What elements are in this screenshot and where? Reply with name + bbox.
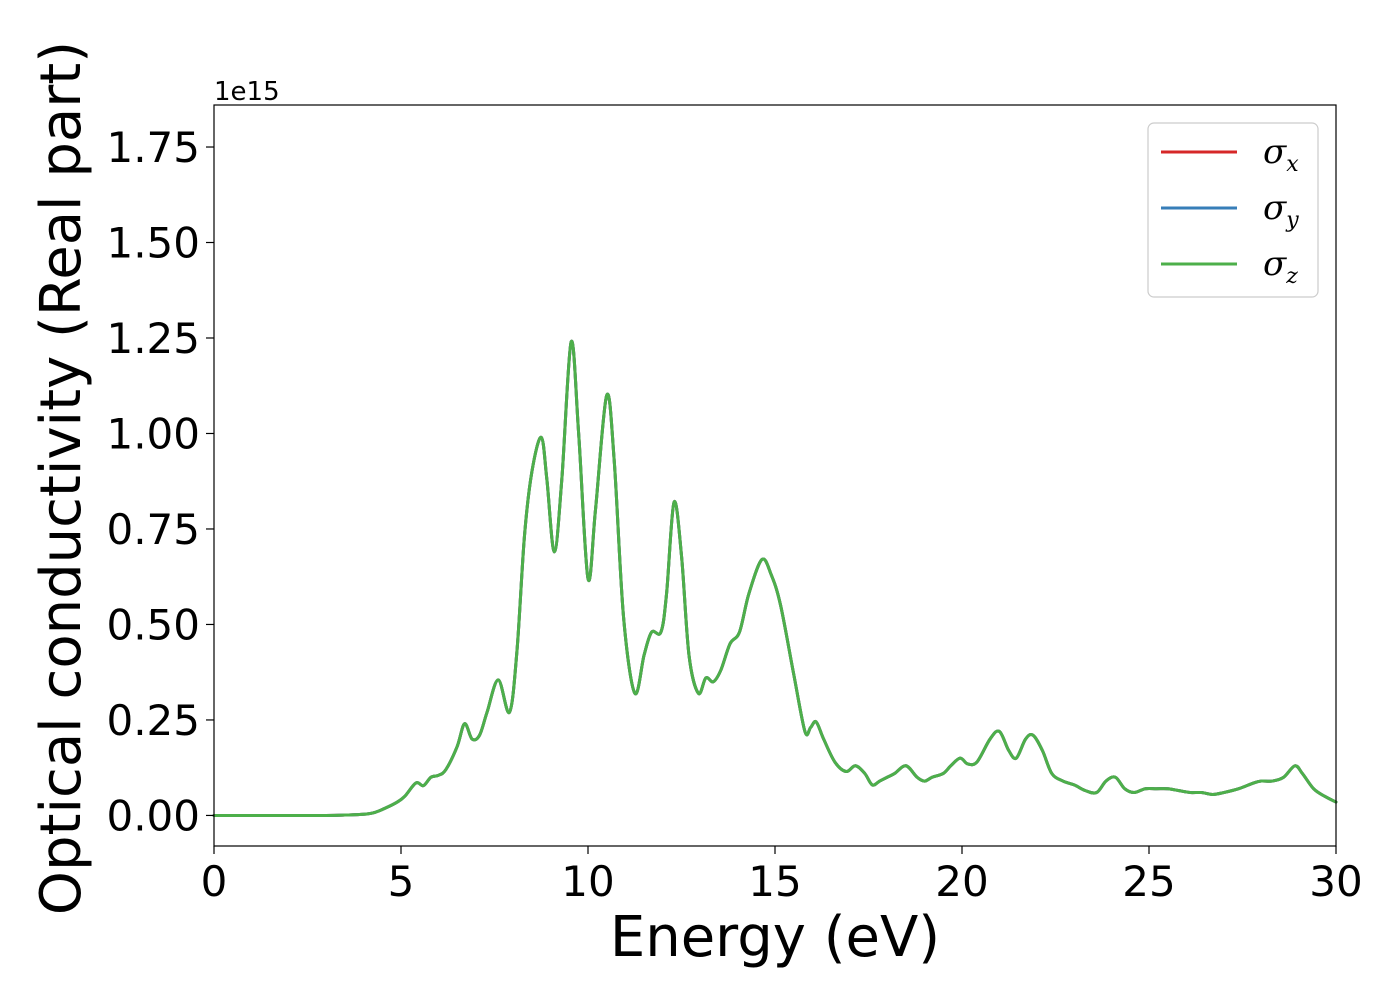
legend-label-z: σz: [1263, 244, 1298, 289]
y-tick-label: 1.75: [106, 123, 200, 172]
series-line-y: [212, 339, 1338, 817]
y-axis-ticks: 0.00 0.25 0.50 0.75 1.00 1.25 1.50 1.75: [106, 123, 214, 840]
y-tick-label: 0.50: [106, 600, 200, 649]
series-line-x: [212, 339, 1338, 817]
x-tick-label: 30: [1309, 857, 1362, 906]
y-tick-label: 0.25: [106, 696, 200, 745]
series-line-z: [212, 339, 1338, 817]
legend-label-x: σx: [1263, 132, 1299, 177]
y-tick-label: 1.50: [106, 219, 200, 268]
x-tick-label: 5: [388, 857, 415, 906]
y-axis-label: Optical conductivity (Real part): [29, 41, 94, 915]
x-tick-label: 15: [748, 857, 801, 906]
legend-label-y: σy: [1263, 188, 1299, 233]
x-tick-label: 10: [561, 857, 614, 906]
y-tick-label: 1.00: [106, 409, 200, 458]
x-tick-label: 0: [201, 857, 228, 906]
series-lines: [212, 339, 1338, 817]
y-tick-label: 0.00: [106, 791, 200, 840]
legend-box: [1147, 122, 1319, 298]
y-tick-label: 0.75: [106, 505, 200, 554]
x-tick-label: 25: [1122, 857, 1175, 906]
x-axis-ticks: 0 5 10 15 20 25 30: [201, 846, 1363, 906]
legend: σx σy σz: [1147, 122, 1319, 298]
y-tick-label: 1.25: [106, 314, 200, 363]
x-tick-label: 20: [935, 857, 988, 906]
x-axis-label: Energy (eV): [610, 905, 940, 970]
y-axis-offset-label: 1e15: [214, 77, 280, 107]
